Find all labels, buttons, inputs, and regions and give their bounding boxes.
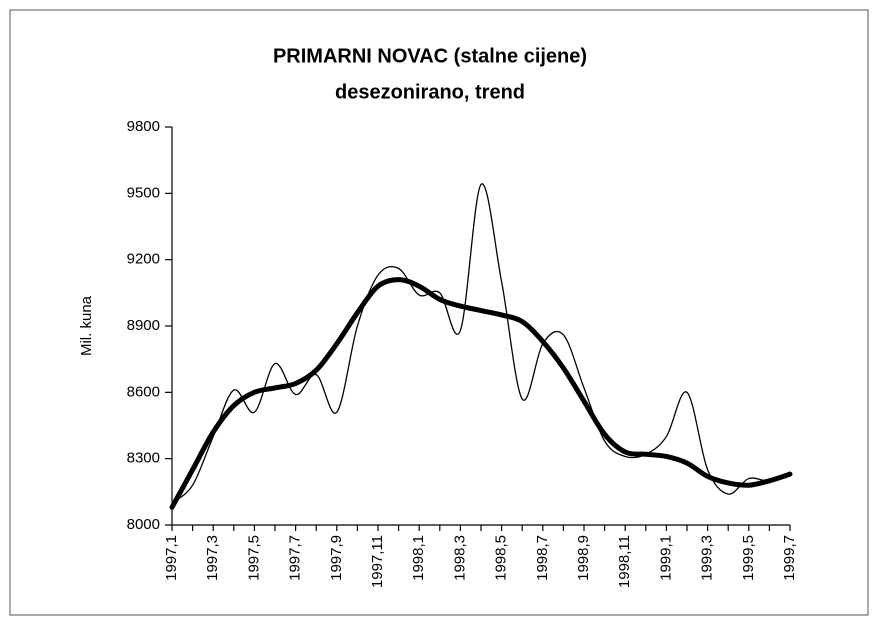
x-tick-label: 1999,1 (657, 535, 674, 581)
x-tick-label: 1997,9 (328, 535, 345, 581)
series-line (169, 277, 793, 510)
x-tick-label: 1998,9 (575, 535, 592, 581)
y-tick-label: 9200 (127, 251, 160, 268)
x-tick-label: 1998,5 (493, 535, 510, 581)
x-tick-label: 1997,1 (163, 535, 180, 581)
x-tick-label: 1998,11 (616, 535, 633, 588)
x-tick-label: 1997,5 (245, 535, 262, 581)
y-tick-label: 8900 (127, 317, 160, 334)
y-tick-label: 8000 (127, 516, 160, 533)
x-tick-label: 1997,7 (287, 535, 304, 581)
chart-title: PRIMARNI NOVAC (stalne cijene) (273, 45, 587, 67)
y-tick-label: 8300 (127, 450, 160, 467)
x-tick-label: 1999,7 (781, 535, 798, 581)
chart-subtitle: desezonirano, trend (335, 81, 525, 103)
x-tick-label: 1998,1 (410, 535, 427, 581)
y-tick-label: 9500 (127, 184, 160, 201)
y-axis-label: Mil. kuna (78, 295, 95, 356)
x-tick-label: 1998,7 (534, 535, 551, 581)
frame (9, 9, 869, 616)
x-tick-label: 1999,5 (740, 535, 757, 581)
y-tick-label: 8600 (127, 383, 160, 400)
x-tick-label: 1997,3 (204, 535, 221, 581)
x-tick-label: 1998,3 (451, 535, 468, 581)
series-line (171, 183, 791, 504)
x-tick-label: 1999,3 (699, 535, 716, 581)
y-tick-label: 9800 (127, 118, 160, 135)
x-tick-label: 1997,11 (369, 535, 386, 588)
